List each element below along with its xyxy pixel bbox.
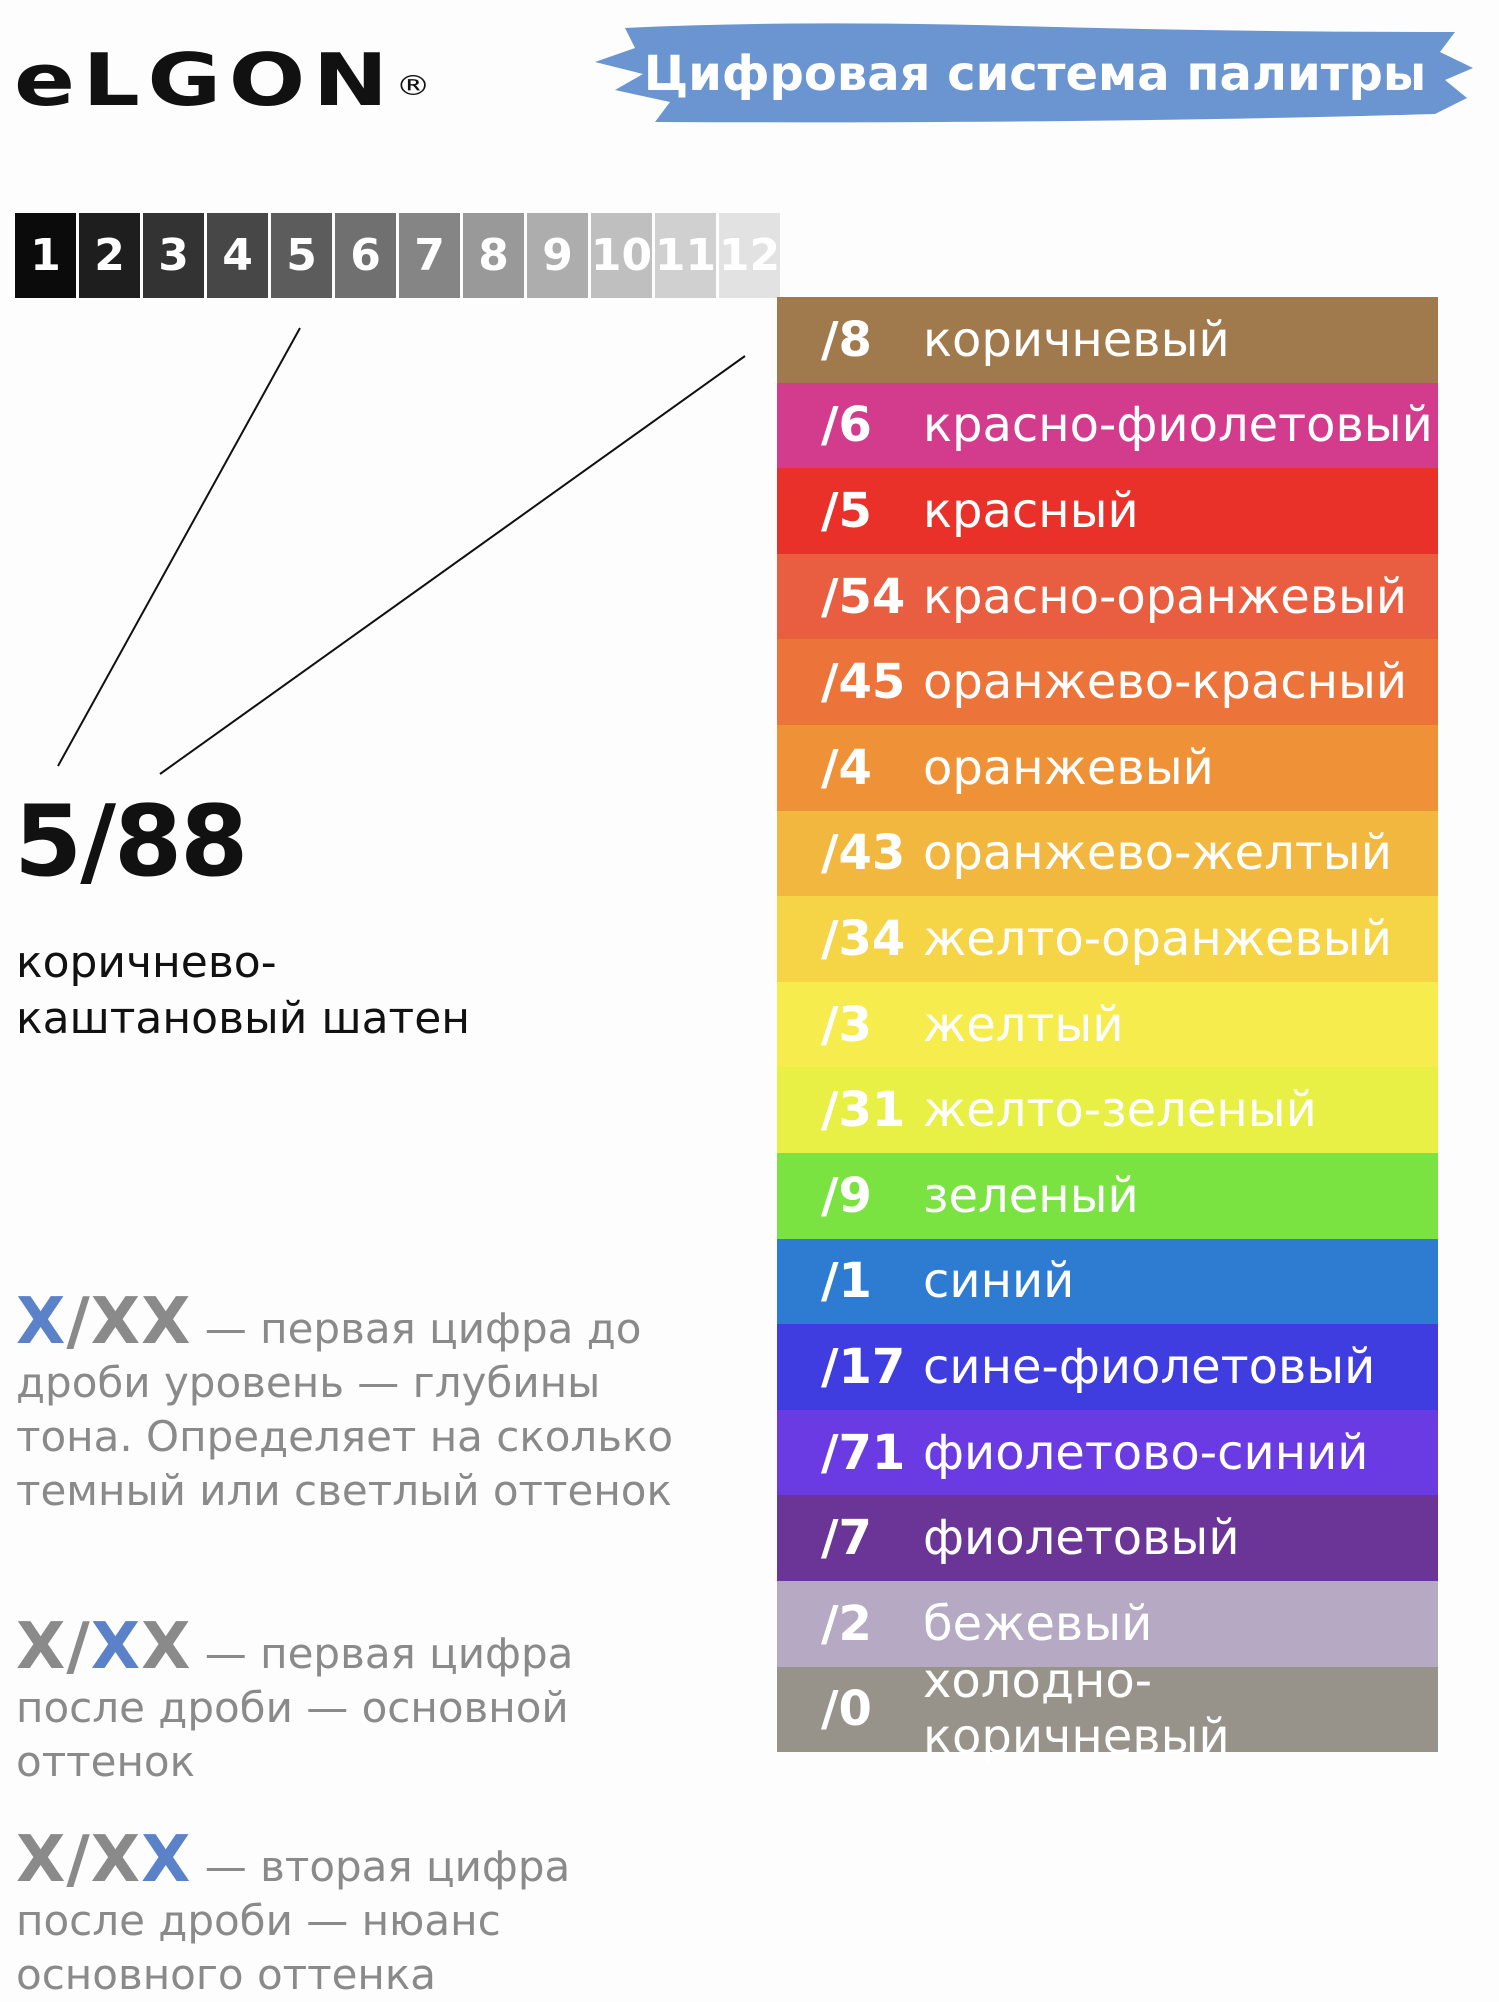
explanation-nuance: X/XX — вторая цифра после дроби — нюанс …: [16, 1828, 666, 2002]
tone-level-cell: 8: [463, 213, 524, 298]
shade-connector-line: [159, 355, 746, 775]
shade-name: красно-фиолетовый: [923, 397, 1433, 454]
shade-code: /71: [821, 1424, 906, 1481]
page-title: Цифровая система палитры: [643, 46, 1427, 102]
shade-name: синий: [923, 1253, 1075, 1310]
palette-row: /5 красный: [777, 468, 1438, 554]
tone-level-cell: 11: [655, 213, 716, 298]
explanation-body: после дроби — основной оттенок: [16, 1683, 569, 1786]
tone-level-cell: 2: [79, 213, 140, 298]
format-notation: X/XX: [16, 1823, 192, 1897]
tone-level-scale: 1 2 3 4 5 6 7 8 9 10 11 12: [15, 213, 783, 298]
shade-code: /2: [821, 1595, 872, 1652]
palette-row: /43 оранжево-желтый: [777, 810, 1438, 897]
palette-row: /3 желтый: [777, 981, 1438, 1068]
tone-level-cell: 9: [527, 213, 588, 298]
format-notation: X/XX: [16, 1610, 192, 1684]
shade-code: /43: [821, 825, 906, 882]
shade-name: желто-зеленый: [923, 1082, 1317, 1139]
example-description-line1: коричнево-: [16, 937, 277, 988]
explanation-lead: — вторая цифра: [191, 1842, 571, 1891]
shade-name: коричневый: [923, 311, 1230, 368]
shade-code: /5: [821, 482, 872, 539]
explanation-lead: — первая цифра: [191, 1629, 574, 1678]
shade-name: желтый: [923, 996, 1124, 1053]
explanation-level: X/XX — первая цифра до дроби уровень — г…: [16, 1290, 696, 1518]
shade-name: бежевый: [923, 1595, 1153, 1652]
shade-name: оранжево-желтый: [923, 825, 1392, 882]
palette-row: /17 сине-фиолетовый: [777, 1324, 1438, 1410]
shade-name: холодно-коричневый: [923, 1653, 1230, 1766]
brand-name: eLGON: [14, 38, 396, 122]
tone-level-cell: 1: [15, 213, 76, 298]
registered-mark: ®: [395, 69, 431, 102]
shade-code: /1: [821, 1253, 872, 1310]
brush-stroke-shape: [595, 23, 1473, 123]
shade-name: сине-фиолетовый: [923, 1338, 1376, 1395]
palette-row: /1 синий: [777, 1238, 1438, 1325]
palette-row: /31 желто-зеленый: [777, 1067, 1438, 1153]
tone-level-cell: 3: [143, 213, 204, 298]
shade-palette: /8 коричневый/6 красно-фиолетовый/5 красный…: [777, 297, 1438, 1765]
shade-code: /17: [821, 1338, 906, 1395]
tone-level-cell: 12: [719, 213, 780, 298]
shade-name: оранжевый: [923, 739, 1214, 796]
title-banner: Цифровая система палитры: [595, 18, 1475, 130]
tone-level-cell: 5: [271, 213, 332, 298]
palette-row: /54 красно-оранжевый: [777, 553, 1438, 640]
shade-code: /6: [821, 397, 872, 454]
tone-level-cell: 7: [399, 213, 460, 298]
palette-row: /2 бежевый: [777, 1580, 1438, 1667]
shade-name: красно-оранжевый: [923, 568, 1408, 625]
example-code: 5/88: [14, 785, 248, 899]
shade-code: /8: [821, 311, 872, 368]
explanation-body: после дроби — нюанс основного оттенка: [16, 1896, 501, 1999]
palette-row: /71 фиолетово-синий: [777, 1409, 1438, 1496]
palette-row: /0 холодно-коричневый: [777, 1653, 1438, 1765]
shade-code: /4: [821, 739, 872, 796]
palette-row: /4 оранжевый: [777, 724, 1438, 811]
palette-row: /45 оранжево-красный: [777, 639, 1438, 725]
example-description: коричнево- каштановый шатен: [16, 935, 616, 1047]
palette-row: /8 коричневый: [777, 297, 1438, 383]
explanation-lead: — первая цифра: [191, 1304, 574, 1353]
tone-level-cell: 10: [591, 213, 652, 298]
shade-code: /3: [821, 996, 872, 1053]
palette-row: /9 зеленый: [777, 1152, 1438, 1239]
shade-code: /31: [821, 1082, 906, 1139]
brand-logo: eLGON®: [14, 40, 431, 120]
shade-name: оранжево-красный: [923, 654, 1408, 711]
palette-row: /6 красно-фиолетовый: [777, 382, 1438, 469]
shade-code: /0: [821, 1681, 872, 1738]
tone-level-cell: 6: [335, 213, 396, 298]
palette-row: /7 фиолетовый: [777, 1495, 1438, 1581]
shade-code: /45: [821, 654, 906, 711]
explanation-main-shade: X/XX — первая цифра после дроби — основн…: [16, 1615, 616, 1789]
shade-code: /7: [821, 1510, 872, 1567]
shade-name: красный: [923, 482, 1139, 539]
shade-name: фиолетово-синий: [923, 1424, 1369, 1481]
level-connector-line: [57, 327, 301, 767]
shade-code: /54: [821, 568, 906, 625]
palette-row: /34 желто-оранжевый: [777, 896, 1438, 982]
example-description-line2: каштановый шатен: [16, 993, 471, 1044]
tone-level-cell: 4: [207, 213, 268, 298]
shade-code: /34: [821, 910, 906, 967]
explanation-body: до дроби уровень — глубины тона. Определ…: [16, 1304, 674, 1515]
shade-name: желто-оранжевый: [923, 910, 1392, 967]
shade-code: /9: [821, 1167, 872, 1224]
shade-name: зеленый: [923, 1167, 1139, 1224]
shade-name: фиолетовый: [923, 1510, 1240, 1567]
format-notation: X/XX: [16, 1285, 192, 1359]
